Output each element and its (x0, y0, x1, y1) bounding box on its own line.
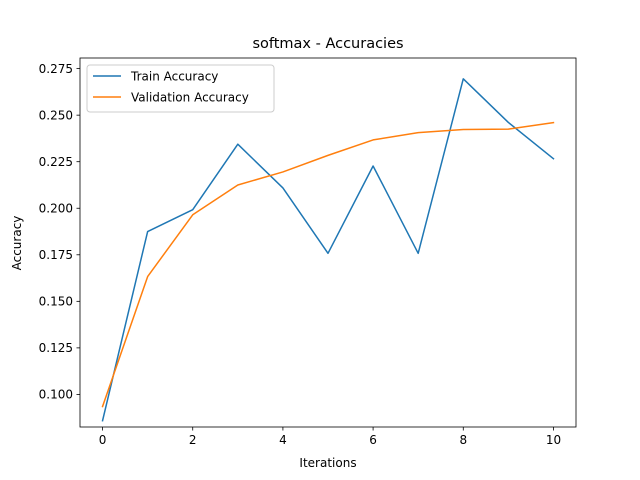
x-tick-label-4: 8 (459, 433, 467, 447)
y-tick-label-0: 0.100 (39, 388, 73, 402)
y-tick-label-7: 0.275 (39, 62, 73, 76)
x-tick-label-1: 2 (189, 433, 197, 447)
legend-box (86, 64, 275, 113)
series-line-1 (101, 121, 555, 408)
x-tick-label-5: 10 (546, 433, 561, 447)
y-tick-label-1: 0.125 (39, 341, 73, 355)
x-tick-label-2: 4 (279, 433, 287, 447)
legend-label-1: Validation Accuracy (131, 90, 249, 104)
y-tick-label-3: 0.175 (39, 248, 73, 262)
y-tick-label-5: 0.225 (39, 155, 73, 169)
axes-layer: 0 2 4 6 8 10 0.100 0.125 0.150 0.175 0.200 0.225 0.2… (39, 57, 577, 447)
series-layer (101, 78, 555, 422)
x-tick-label-0: 0 (99, 433, 107, 447)
y-tick-label-6: 0.250 (39, 108, 73, 122)
y-tick-label-2: 0.150 (39, 295, 73, 309)
plot-frame (79, 57, 577, 428)
y-tick-label-4: 0.200 (39, 201, 73, 215)
y-axis-title: Accuracy (10, 216, 24, 271)
series-line-0 (101, 78, 555, 422)
chart-title: softmax - Accuracies (252, 36, 403, 52)
x-tick-label-3: 6 (369, 433, 377, 447)
legend-label-0: Train Accuracy (130, 69, 218, 83)
x-axis-title: Iterations (299, 456, 356, 470)
legend: Train Accuracy Validation Accuracy (86, 64, 275, 113)
